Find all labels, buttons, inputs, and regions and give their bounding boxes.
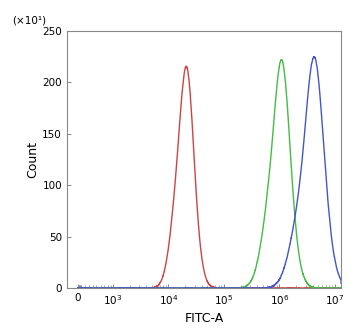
Text: (×10¹): (×10¹) [12, 16, 46, 25]
X-axis label: FITC-A: FITC-A [184, 312, 224, 325]
Y-axis label: Count: Count [26, 141, 40, 178]
